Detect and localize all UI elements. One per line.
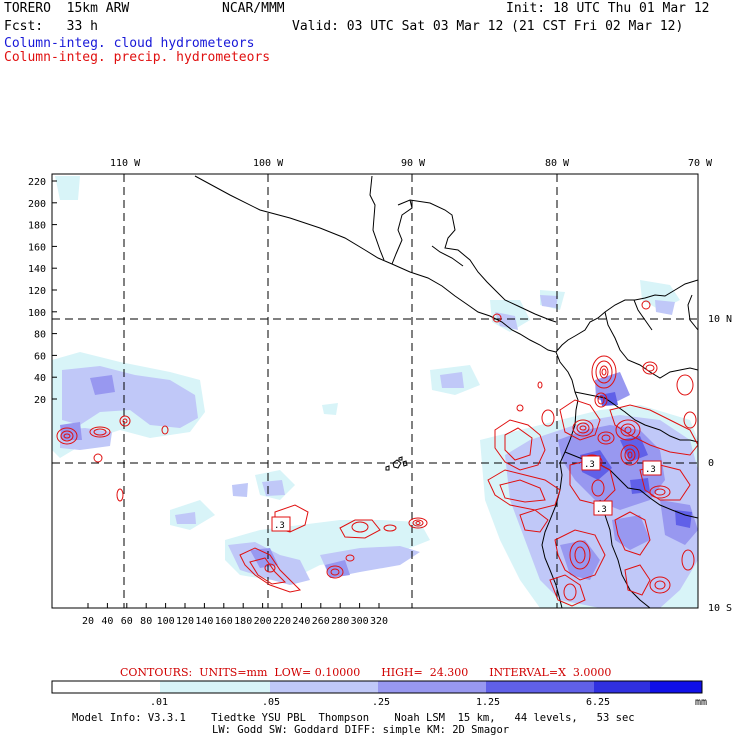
colorbar-segment [650, 681, 702, 693]
svg-text:.3: .3 [596, 505, 607, 515]
contour-label: .3 [271, 516, 291, 532]
lon-label: 100 W [253, 158, 284, 169]
x-tick-label: 20 [82, 616, 94, 627]
map-border [51, 173, 699, 609]
colorbar-units: mm [695, 697, 707, 708]
lon-label: 90 W [401, 158, 426, 169]
x-tick-label: 160 [215, 616, 233, 627]
model-title: TORERO 15km ARW [4, 1, 130, 16]
valid-time: Valid: 03 UTC Sat 03 Mar 12 (21 CST Fri … [292, 19, 684, 34]
map-content: .3 .3 .3 .3 [52, 174, 698, 608]
x-tick-label: 60 [121, 616, 133, 627]
x-tick-label: 260 [312, 616, 330, 627]
lon-label: 80 W [545, 158, 570, 169]
longitude-labels: 110 W 100 W 90 W 80 W 70 W [110, 158, 713, 169]
colorbar-border [51, 680, 703, 694]
contour-label: .3 [581, 455, 601, 471]
colorbar-labels: .01 .05 .25 1.25 6.25 mm [150, 697, 707, 708]
y-tick-label: 120 [28, 286, 46, 297]
contour-info: CONTOURS: UNITS=mm LOW= 0.10000 HIGH= 24… [120, 666, 612, 679]
y-tick-label: 140 [28, 264, 46, 275]
lat-label: 0 [708, 458, 714, 469]
init-time: Init: 18 UTC Thu 01 Mar 12 [506, 1, 710, 16]
galapagos-islands [385, 456, 408, 471]
colorbar-label: 6.25 [586, 697, 610, 708]
y-axis: 220 200 180 160 140 120 100 80 60 40 20 [28, 177, 57, 406]
x-tick-label: 140 [195, 616, 213, 627]
x-tick-label: 200 [254, 616, 272, 627]
y-tick-label: 180 [28, 221, 46, 232]
x-tick-label: 40 [101, 616, 113, 627]
y-tick-label: 20 [34, 395, 46, 406]
contour-labels: .3 .3 .3 .3 [271, 455, 662, 532]
organization: NCAR/MMM [222, 1, 285, 16]
x-tick-label: 240 [292, 616, 310, 627]
colorbar [51, 680, 703, 694]
lat-label: 10 N [708, 314, 732, 325]
model-info-line2: LW: Godd SW: Goddard DIFF: simple KM: 2D… [212, 724, 510, 736]
colorbar-segment [594, 681, 650, 693]
contour-label: .3 [642, 460, 662, 476]
model-info-line1: Model Info: V3.3.1 Tiedtke YSU PBL Thomp… [72, 712, 635, 724]
x-tick-label: 80 [140, 616, 152, 627]
x-tick-label: 320 [370, 616, 388, 627]
lon-label: 110 W [110, 158, 141, 169]
svg-text:.3: .3 [584, 460, 595, 470]
x-tick-label: 100 [157, 616, 175, 627]
colorbar-label: 1.25 [476, 697, 500, 708]
colorbar-segment [160, 681, 270, 693]
precip-contours [56, 300, 698, 607]
x-tick-label: 300 [351, 616, 369, 627]
y-tick-label: 100 [28, 308, 46, 319]
colorbar-label: .01 [150, 697, 168, 708]
field-precip-label: Column-integ. precip. hydrometeors [4, 50, 271, 65]
x-tick-label: 220 [273, 616, 291, 627]
field-cloud-label: Column-integ. cloud hydrometeors [4, 36, 255, 51]
y-tick-label: 60 [34, 351, 46, 362]
lon-label: 70 W [688, 158, 713, 169]
y-tick-label: 220 [28, 177, 46, 188]
y-tick-label: 80 [34, 330, 46, 341]
forecast-hour: Fcst: 33 h [4, 19, 98, 34]
latitude-labels: 10 N 0 10 S [708, 314, 732, 614]
x-axis: 20 40 60 80 100 120 140 160 180 200 220 240 260 280 30… [82, 603, 388, 627]
lat-label: 10 S [708, 603, 732, 614]
colorbar-segment [486, 681, 594, 693]
coastlines [194, 175, 698, 608]
colorbar-segment [378, 681, 486, 693]
y-tick-label: 40 [34, 373, 46, 384]
x-tick-label: 120 [176, 616, 194, 627]
colorbar-label: .25 [372, 697, 390, 708]
colorbar-label: .05 [262, 697, 280, 708]
x-tick-label: 280 [331, 616, 349, 627]
colorbar-segment [270, 681, 378, 693]
y-tick-label: 160 [28, 242, 46, 253]
x-tick-label: 180 [234, 616, 252, 627]
contour-label: .3 [593, 500, 613, 516]
svg-text:.3: .3 [645, 465, 656, 475]
y-tick-label: 200 [28, 199, 46, 210]
colorbar-segment [52, 681, 160, 693]
svg-text:.3: .3 [274, 521, 285, 531]
